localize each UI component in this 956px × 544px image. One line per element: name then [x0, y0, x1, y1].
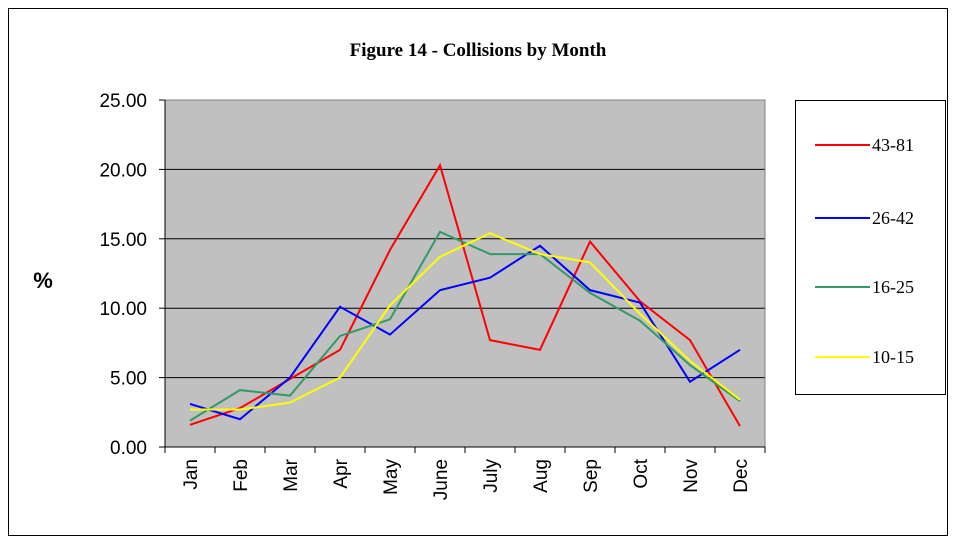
- x-tick-label: Mar: [281, 458, 302, 491]
- series-line: [189, 244, 741, 421]
- y-tick-label: 5.00: [110, 369, 147, 390]
- series-line: [189, 230, 741, 422]
- legend-label: 26-42: [872, 208, 914, 228]
- plot-area: [165, 100, 765, 447]
- x-tick-label: Nov: [681, 459, 702, 493]
- x-tick-label: Apr: [331, 458, 352, 488]
- x-tick-label: Dec: [731, 459, 752, 493]
- x-tick-label: July: [481, 459, 502, 493]
- y-tick-label: 10.00: [99, 299, 147, 320]
- x-tick-label: May: [381, 459, 402, 495]
- x-tick-label: June: [431, 459, 452, 500]
- x-tick-label: Aug: [531, 459, 552, 493]
- y-tick-label: 20.00: [99, 160, 147, 181]
- legend-label: 10-15: [872, 347, 914, 367]
- legend-label: 43-81: [872, 135, 914, 155]
- y-tick-label: 25.00: [99, 91, 147, 112]
- legend-label: 16-25: [872, 277, 914, 297]
- y-axis-label: %: [33, 268, 53, 293]
- y-tick-label: 0.00: [110, 438, 147, 459]
- legend-box: [795, 100, 946, 395]
- chart-title: Figure 14 - Collisions by Month: [350, 40, 607, 61]
- x-tick-label: Jan: [181, 459, 202, 490]
- x-tick-label: Sep: [581, 459, 602, 493]
- series-line: [190, 232, 741, 411]
- y-tick-label: 15.00: [99, 230, 147, 251]
- x-tick-label: Feb: [231, 459, 252, 492]
- x-tick-label: Oct: [631, 458, 652, 488]
